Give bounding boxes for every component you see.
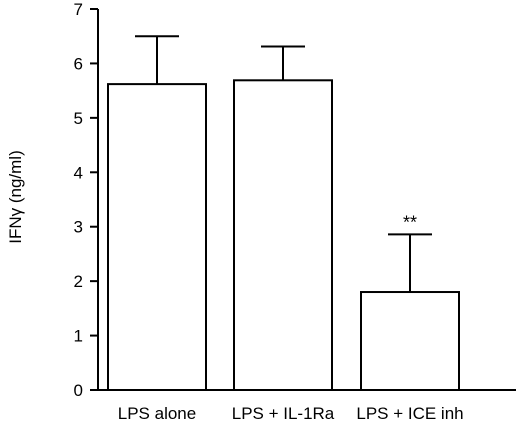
y-tick-label: 0 [74,381,83,400]
y-axis-label: IFNγ (ng/ml) [6,150,25,244]
y-tick-label: 3 [74,218,83,237]
y-tick-label: 2 [74,272,83,291]
significance-annotation: ** [403,212,417,232]
bar [233,79,333,392]
x-category-label: LPS alone [118,404,196,423]
bar [107,83,207,392]
x-category-label: LPS + ICE inh [356,404,463,423]
y-tick-label: 5 [74,109,83,128]
y-tick-label: 7 [74,0,83,19]
x-category-label: LPS + IL-1Ra [232,404,335,423]
bar [360,291,460,391]
y-tick-label: 6 [74,54,83,73]
bars [107,35,460,392]
y-tick-label: 1 [74,327,83,346]
labels: 0 1 2 3 4 5 6 7 LPS alone LPS + IL-1Ra LPS + ICE i… [74,0,464,423]
y-tick-label: 4 [74,163,83,182]
